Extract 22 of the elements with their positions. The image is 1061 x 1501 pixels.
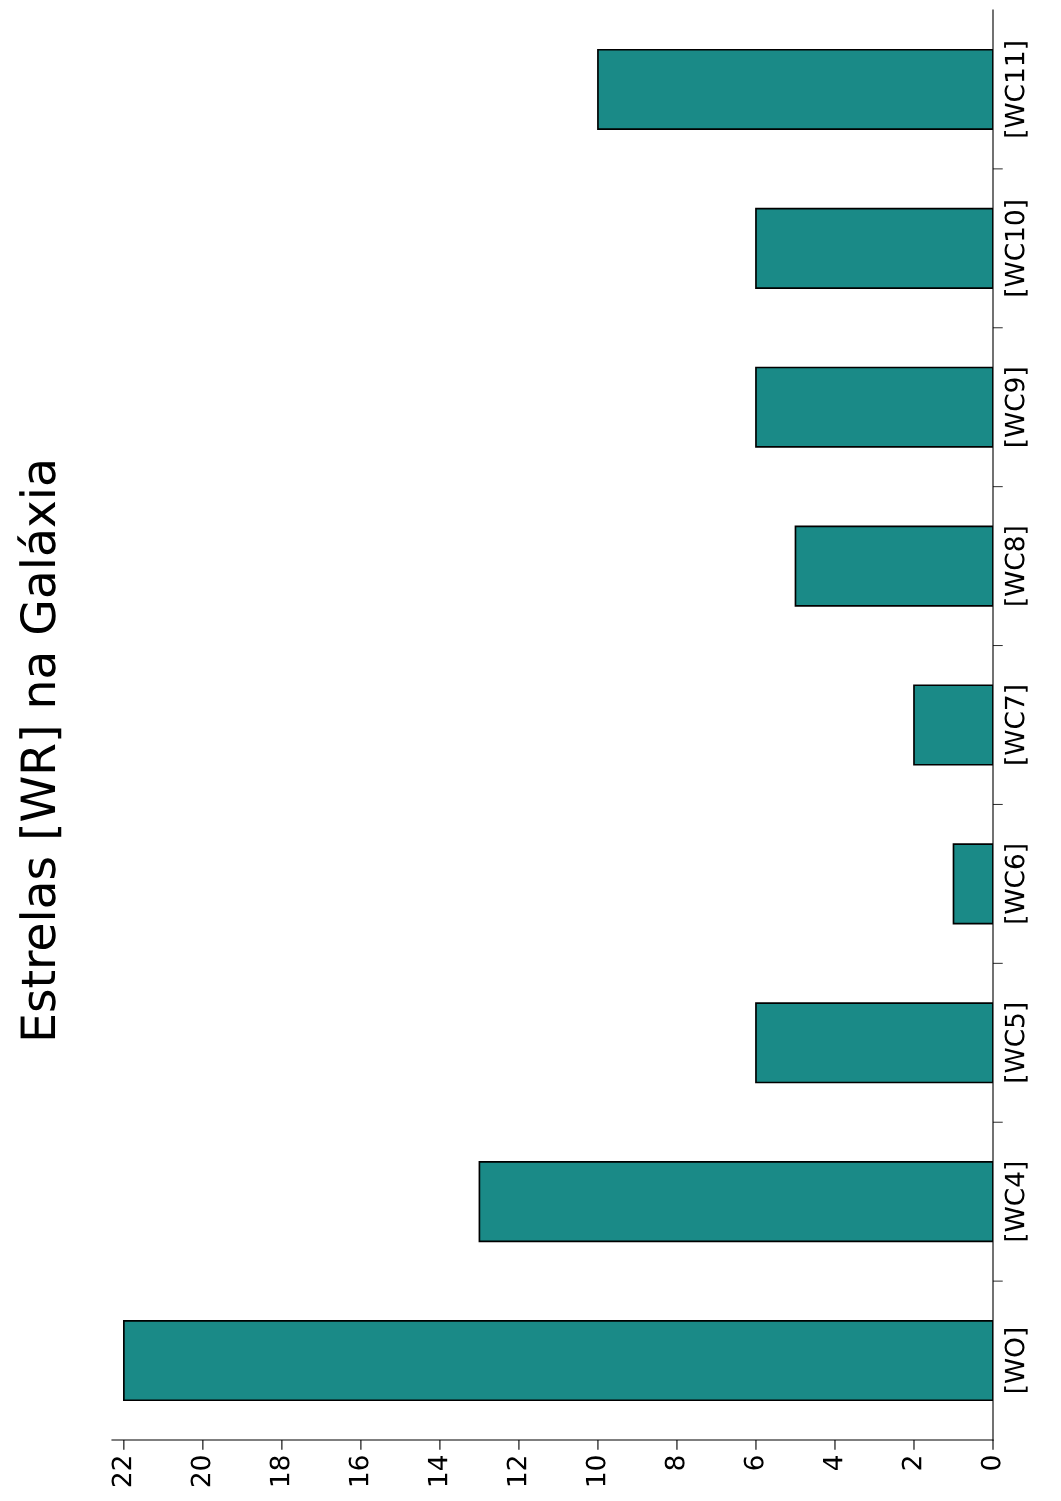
x-tick-label: 18 <box>269 1456 290 1486</box>
x-tick-label: 6 <box>743 1456 764 1470</box>
y-tick-label: [WC4] <box>1004 1162 1028 1241</box>
x-tick-label: 10 <box>585 1456 606 1486</box>
x-tick-label: 4 <box>823 1456 843 1471</box>
x-tick-label: 12 <box>506 1457 527 1486</box>
x-tick-label: 20 <box>190 1456 211 1487</box>
y-tick-label: [WC5] <box>1004 1004 1028 1082</box>
text: Estrelas [WR] na Galáxia <box>17 462 62 1039</box>
y-tick-label: [WC9] <box>1004 368 1028 446</box>
x-tick-label: 22 <box>111 1457 132 1487</box>
y-tick-label: [WC11] <box>1004 42 1028 137</box>
x-tick-label: 2 <box>901 1457 922 1470</box>
y-tick-label: [WC10] <box>1004 201 1028 296</box>
y-tick-label: [WC7] <box>1004 686 1028 764</box>
x-tick-label: 0 <box>980 1456 1001 1470</box>
y-tick-label: [WC6] <box>1004 845 1028 923</box>
y-tick-label: [WO] <box>1004 1329 1028 1393</box>
x-tick-label: 14 <box>427 1456 448 1486</box>
x-tick-label: 8 <box>664 1456 685 1470</box>
x-tick-label: 16 <box>348 1456 369 1486</box>
y-tick-label: [WC8] <box>1004 527 1028 605</box>
